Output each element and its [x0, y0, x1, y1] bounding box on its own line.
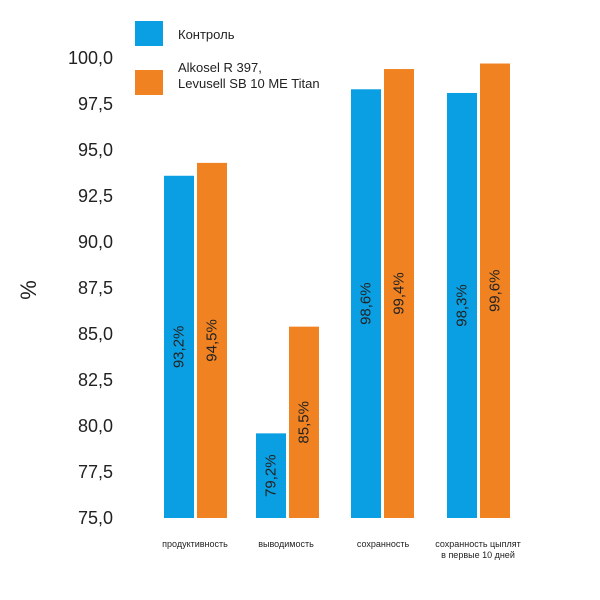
bar-value-label: 94,5% [204, 319, 221, 362]
y-tick-label: 85,0 [78, 324, 113, 344]
bar [256, 433, 286, 518]
category-label: в первые 10 дней [441, 550, 515, 560]
bar [384, 69, 414, 518]
x-axis: продуктивность выводимость сохранность сохр… [162, 539, 521, 560]
y-tick-label: 90,0 [78, 232, 113, 252]
bar [351, 89, 381, 518]
bar-value-label: 99,4% [391, 272, 408, 315]
bar [480, 63, 510, 519]
category-label: выводимость [258, 539, 314, 549]
bar [289, 326, 319, 518]
category-label: продуктивность [162, 539, 228, 549]
bar-value-label: 98,3% [454, 284, 471, 327]
y-axis-label: % [16, 280, 41, 300]
legend-label: Контроль [178, 27, 235, 42]
bars: 93,2% 79,2% 98,6% 98,3% 94,5% 85,5% 99,4% 99,6% [164, 63, 510, 519]
legend-swatch [135, 70, 163, 95]
bar [164, 175, 194, 518]
legend-swatch [135, 21, 163, 46]
y-tick-label: 92,5 [78, 186, 113, 206]
bar-value-label: 98,6% [358, 282, 375, 325]
bar-value-label: 99,6% [487, 269, 504, 312]
legend-label: Alkosel R 397, [178, 60, 262, 75]
y-tick-label: 95,0 [78, 140, 113, 160]
bar-value-label: 85,5% [296, 401, 313, 444]
y-axis: 75,0 77,5 80,0 82,5 85,0 87,5 90,0 92,5 95,0 97,5… [16, 48, 113, 528]
bar [447, 92, 477, 519]
y-tick-label: 97,5 [78, 94, 113, 114]
category-label: сохранность [357, 539, 410, 549]
y-tick-label: 100,0 [68, 48, 113, 68]
bar-value-label: 93,2% [171, 326, 188, 369]
category-label: сохранность цыплят [435, 539, 521, 549]
y-tick-label: 75,0 [78, 508, 113, 528]
legend-label: Levusell SB 10 ME Titan [178, 76, 320, 91]
legend: Контроль Alkosel R 397,Levusell SB 10 ME … [135, 21, 320, 95]
bar-value-label: 79,2% [263, 454, 280, 497]
bar [197, 162, 227, 518]
y-tick-label: 82,5 [78, 370, 113, 390]
y-tick-label: 77,5 [78, 462, 113, 482]
y-tick-label: 80,0 [78, 416, 113, 436]
y-tick-label: 87,5 [78, 278, 113, 298]
